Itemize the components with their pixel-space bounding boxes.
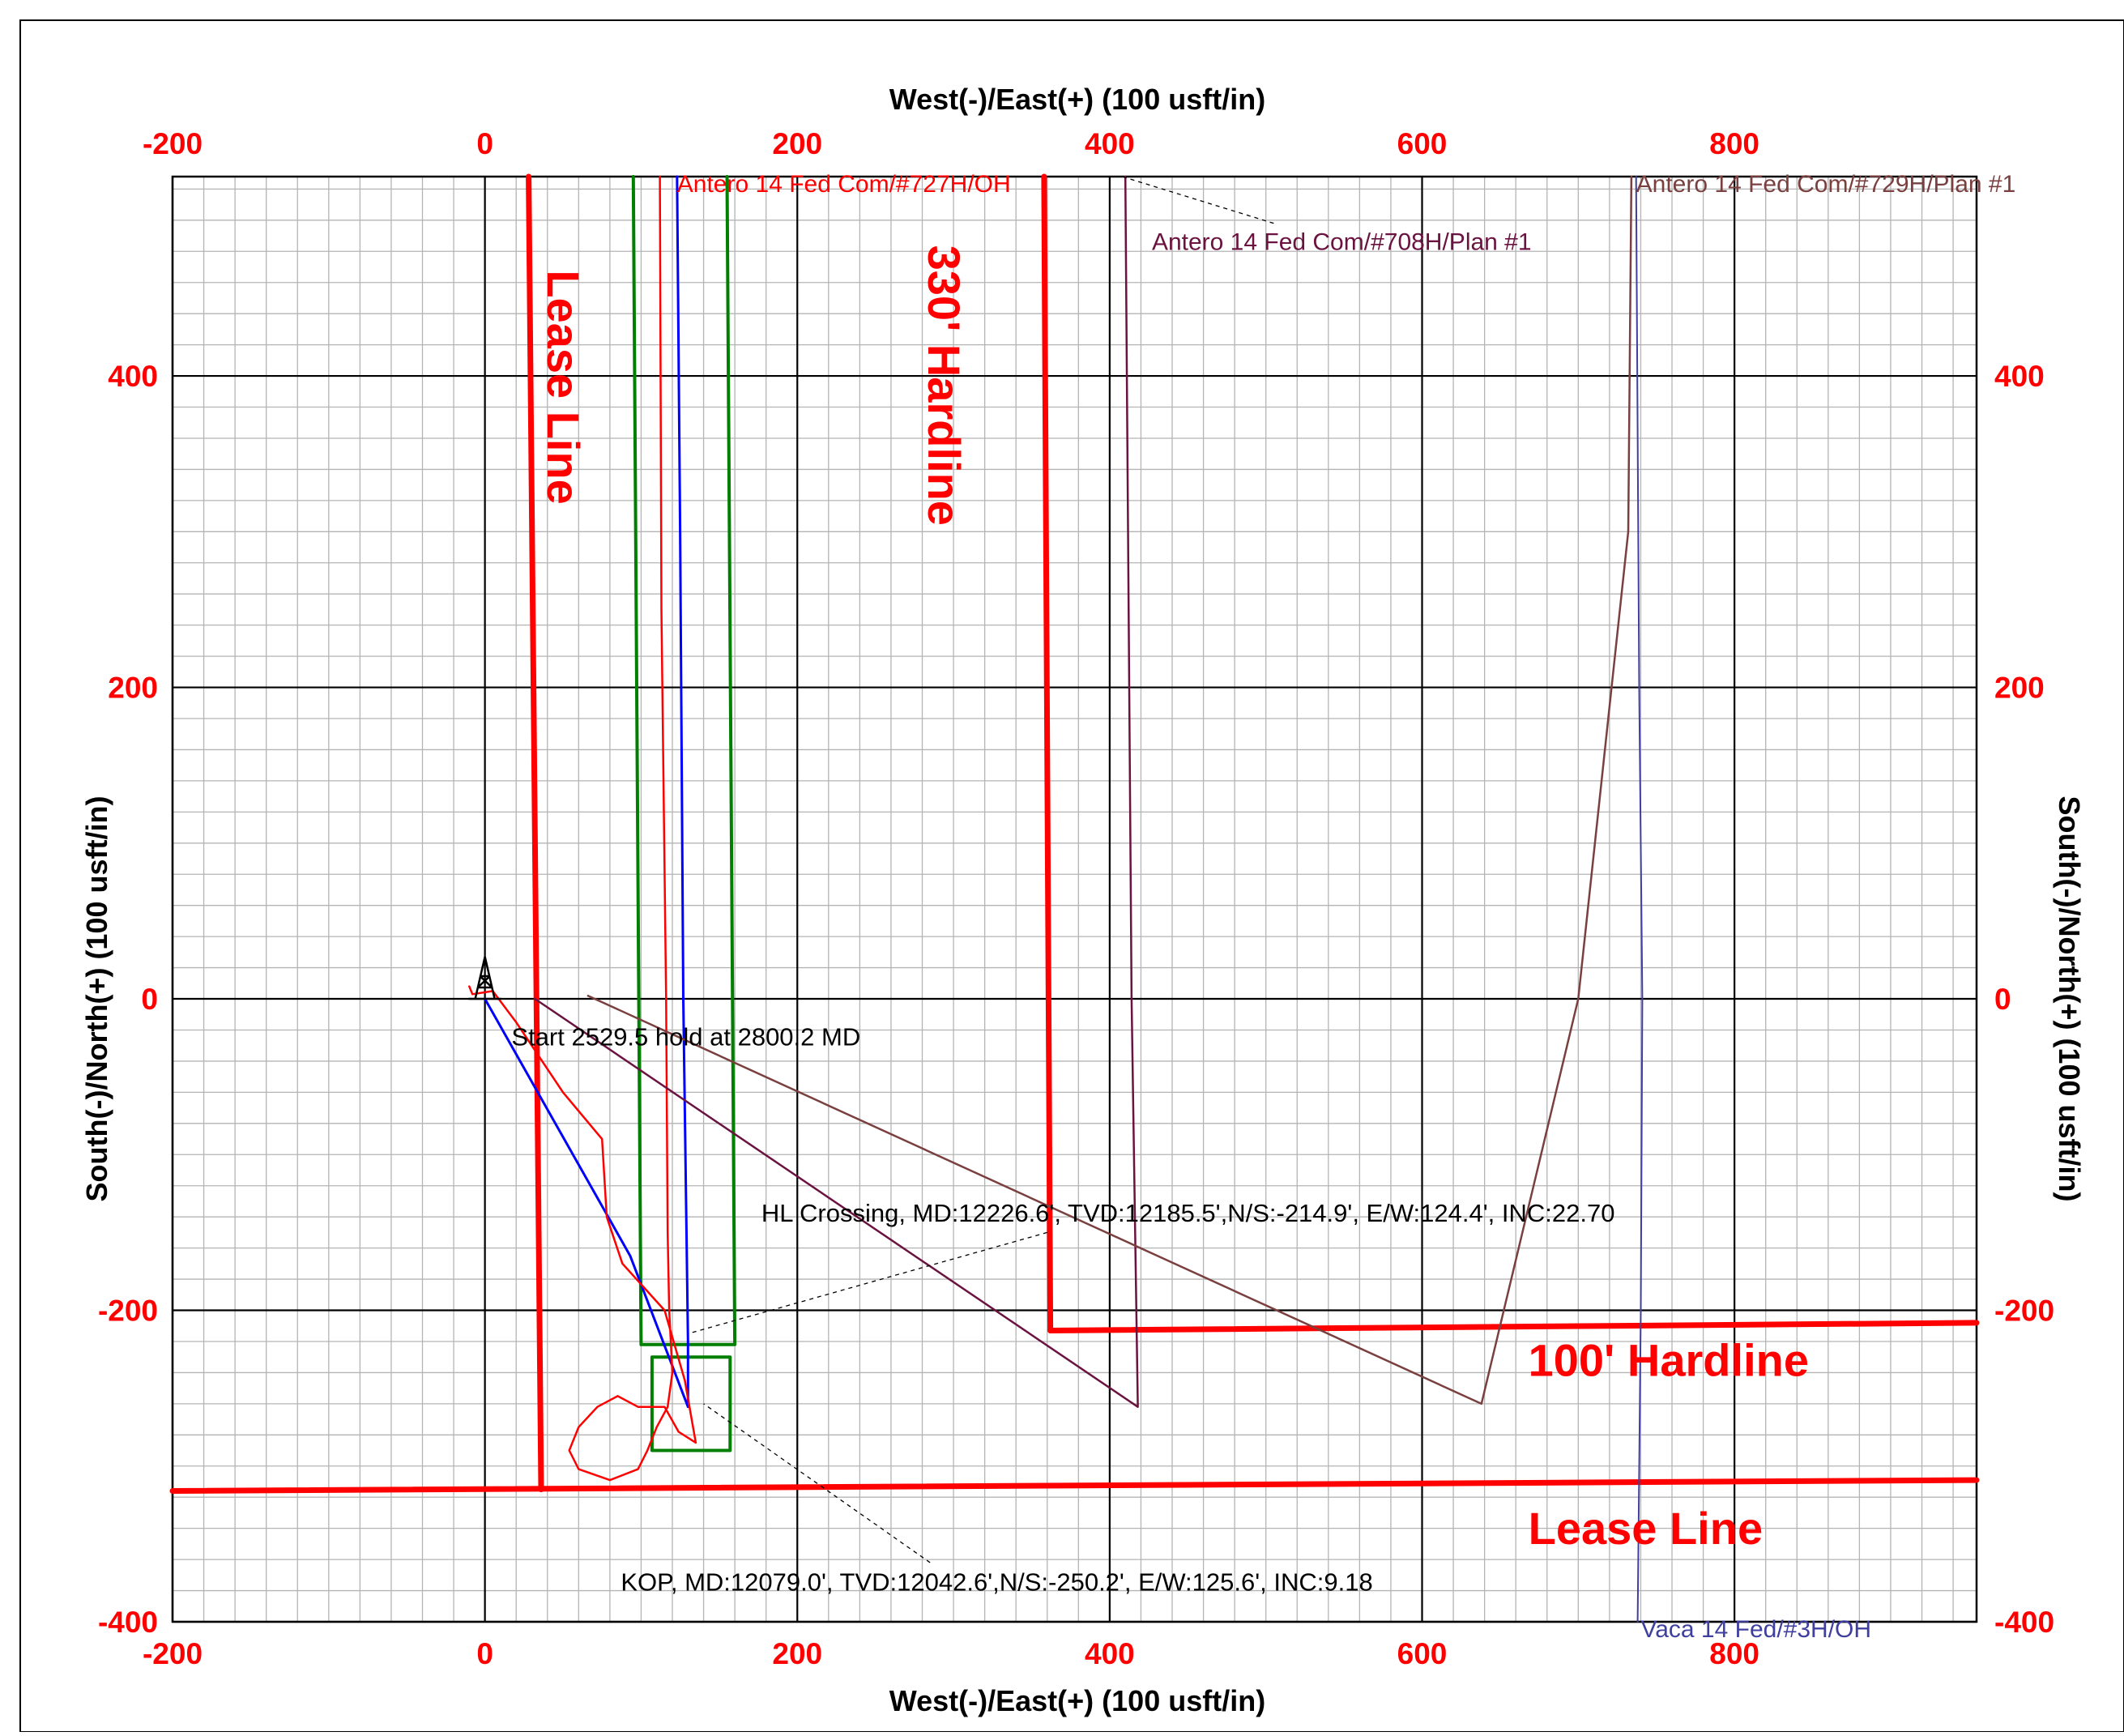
drilling-rig-icon <box>468 956 501 1000</box>
region-label-hard330_label: 330' Hardline <box>919 245 970 526</box>
y-axis-title-left: South(-)/North(+) (100 usft/in) <box>80 796 113 1202</box>
region-label-lease_line_vert: Lease Line <box>538 270 589 504</box>
series-line-vaca <box>1635 176 1644 1623</box>
y-axis-title-right: South(-)/North(+) (100 usft/in) <box>2053 796 2086 1202</box>
series-lines <box>169 173 1980 1623</box>
x-tick-label-bottom: -200 <box>143 1637 203 1670</box>
x-tick-label-bottom: 200 <box>772 1637 822 1670</box>
x-tick-label-bottom: 600 <box>1397 1637 1448 1670</box>
y-tick-label-right: -400 <box>1994 1606 2054 1639</box>
series-line-hard100 <box>1047 1320 1980 1333</box>
y-tick-label-left: -200 <box>98 1295 158 1328</box>
y-tick-label-right: -200 <box>1994 1295 2054 1328</box>
series-line-lease_west <box>526 173 544 1493</box>
annotation-hl_crossing: HL Crossing, MD:12226.6', TVD:12185.5',N… <box>761 1199 1615 1227</box>
tick-labels: -200 -200 0 0 200 200 400 400 600 600 800 800 -400 -4… <box>98 127 2054 1670</box>
y-tick-label-right: 0 <box>1994 983 2011 1016</box>
well-label-l708: Antero 14 Fed Com/#708H/Plan #1 <box>1152 228 1532 255</box>
series-line-actual727 <box>468 175 697 1482</box>
axis-titles: West(-)/East(+) (100 usft/in) West(-)/Ea… <box>80 83 2086 1717</box>
region-label-hard100_label: 100' Hardline <box>1529 1334 1809 1385</box>
y-tick-label-left: 0 <box>141 983 158 1016</box>
annotation-kop: KOP, MD:12079.0', TVD:12042.6',N/S:-250.… <box>621 1568 1372 1597</box>
well-label-l727: Antero 14 Fed Com/#727H/OH <box>677 171 1011 198</box>
x-axis-title-bottom: West(-)/East(+) (100 usft/in) <box>889 1684 1265 1717</box>
x-tick-label-bottom: 800 <box>1709 1637 1759 1670</box>
y-tick-label-right: 200 <box>1994 672 2045 705</box>
leader-line-l708 <box>1122 176 1274 224</box>
y-tick-label-left: -400 <box>98 1606 158 1639</box>
x-tick-label-bottom: 0 <box>476 1637 493 1670</box>
x-tick-label-top: 400 <box>1085 127 1135 160</box>
region-label-lease_line_horiz: Lease Line <box>1529 1503 1763 1554</box>
y-tick-label-left: 400 <box>108 360 158 393</box>
series-line-w708 <box>534 175 1139 1408</box>
rig-icon <box>468 956 501 1000</box>
x-tick-label-top: 600 <box>1397 127 1448 160</box>
series-line-lease_south <box>169 1477 1980 1494</box>
well-label-l729: Antero 14 Fed Com/#729H/Plan #1 <box>1636 171 2016 198</box>
x-tick-label-bottom: 400 <box>1085 1637 1135 1670</box>
x-tick-label-top: 0 <box>476 127 493 160</box>
x-tick-label-top: 800 <box>1709 127 1759 160</box>
x-tick-label-top: 200 <box>772 127 822 160</box>
plot-border <box>171 175 1978 1623</box>
annotations: Antero 14 Fed Com/#727H/OH Antero 14 Fed … <box>511 171 2015 1643</box>
x-axis-title-top: West(-)/East(+) (100 usft/in) <box>889 83 1265 116</box>
y-tick-label-right: 400 <box>1994 360 2045 393</box>
y-tick-label-left: 200 <box>108 672 158 705</box>
x-tick-label-top: -200 <box>143 127 203 160</box>
series-line-w729 <box>586 175 1633 1405</box>
series-line-plan727 <box>484 175 689 1409</box>
leader-line-kop <box>703 1403 931 1563</box>
series-line-hard330 <box>1041 173 1054 1333</box>
annotation-start_hold: Start 2529.5 hold at 2800.2 MD <box>511 1023 860 1051</box>
series-line-box_inner <box>650 1355 732 1452</box>
leader-line-hl_crossing <box>688 1231 1047 1334</box>
grid <box>171 175 1978 1623</box>
well-label-lvaca: Vaca 14 Fed/#3H/OH <box>1640 1616 1871 1643</box>
